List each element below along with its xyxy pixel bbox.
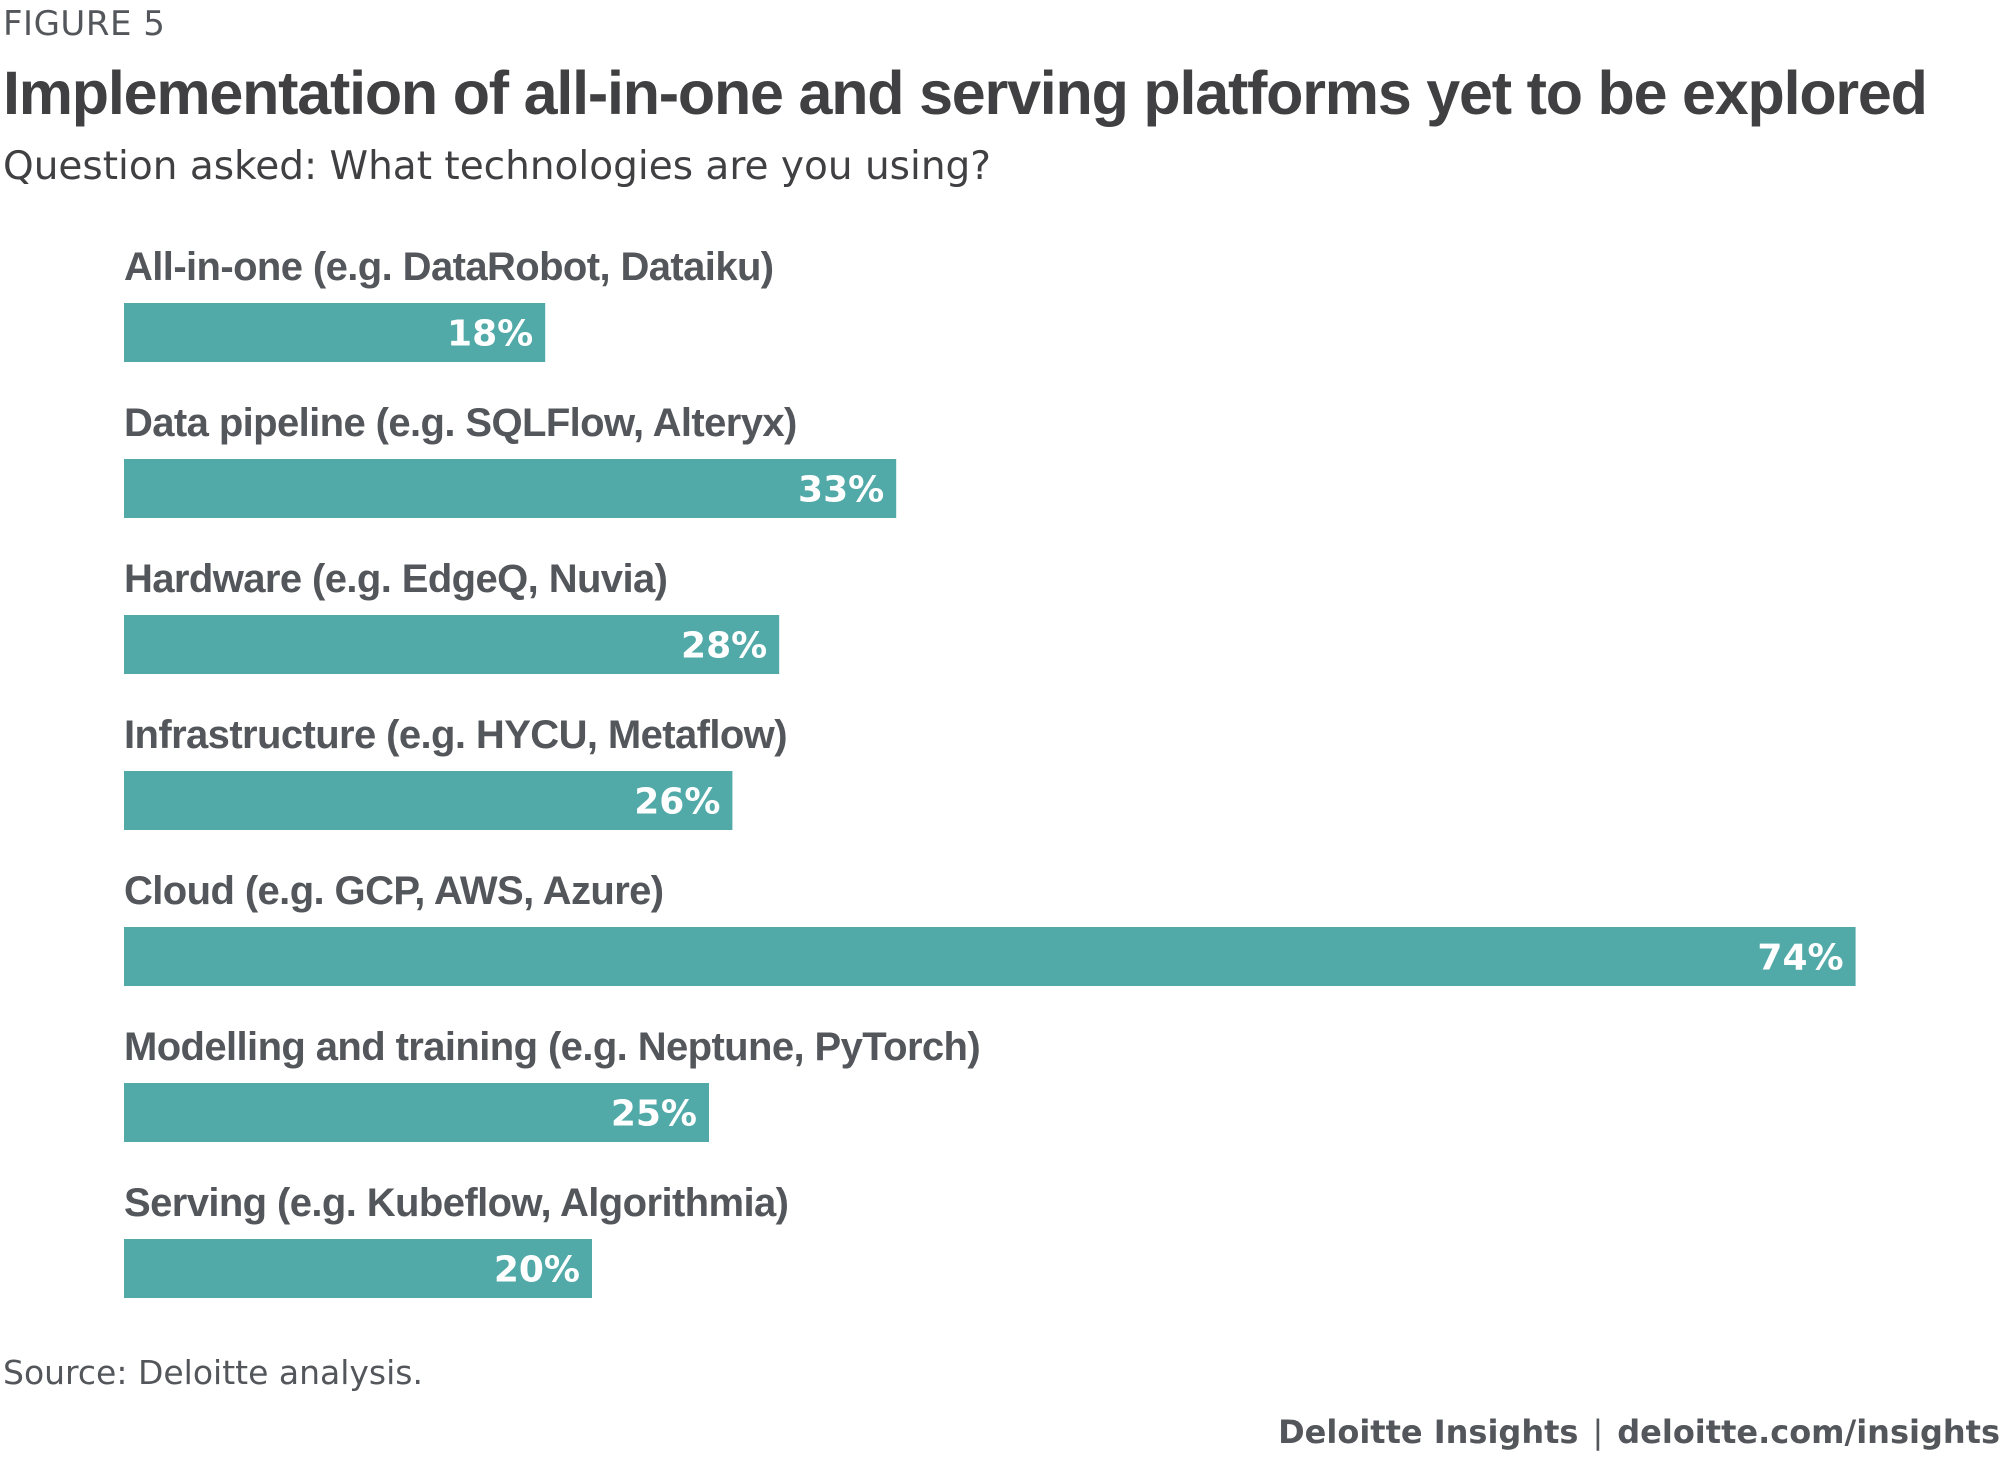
bar-value-label: 74% [1757,938,1843,979]
bar [124,1239,592,1298]
bar [124,1083,709,1142]
figure-label: FIGURE 5 [3,4,166,44]
bar [124,459,897,518]
footer-credit: Deloitte Insights | deloitte.com/insights [1278,1413,2000,1451]
category-label: Infrastructure (e.g. HYCU, Metaflow) [124,713,787,757]
bar [124,927,1856,986]
chart-title: Implementation of all-in-one and serving… [3,59,1928,127]
source-note: Source: Deloitte analysis. [3,1353,423,1392]
bar-value-label: 20% [494,1250,580,1291]
bar-value-label: 18% [447,314,533,355]
brand-name: Deloitte Insights [1278,1413,1579,1451]
bar-value-label: 26% [634,782,720,823]
bar-value-label: 25% [611,1094,697,1135]
category-label: All-in-one (e.g. DataRobot, Dataiku) [124,245,774,289]
category-label: Modelling and training (e.g. Neptune, Py… [124,1025,980,1069]
category-label: Hardware (e.g. EdgeQ, Nuvia) [124,557,667,601]
bar-value-label: 28% [681,626,767,667]
chart-subtitle: Question asked: What technologies are yo… [3,144,991,189]
bar [124,615,780,674]
footer-link[interactable]: deloitte.com/insights [1617,1413,2000,1451]
footer-separator: | [1592,1413,1604,1451]
bar-value-label: 33% [798,470,884,511]
bar [124,771,733,830]
category-label: Serving (e.g. Kubeflow, Algorithmia) [124,1181,788,1225]
bar [124,303,546,362]
category-label: Cloud (e.g. GCP, AWS, Azure) [124,869,664,913]
category-label: Data pipeline (e.g. SQLFlow, Alteryx) [124,401,797,445]
